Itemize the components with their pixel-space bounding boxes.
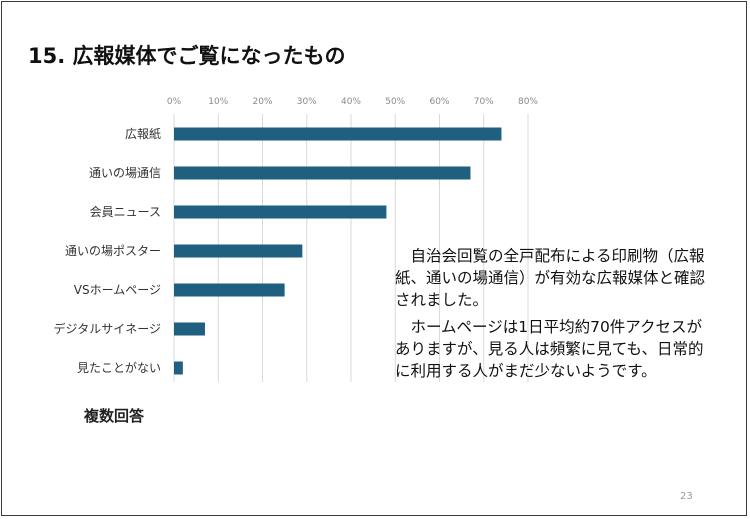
bar	[174, 283, 285, 297]
summary-textbox: 自治会回覧の全戸配布による印刷物（広報紙、通いの場通信）が有効な広報媒体と確認さ…	[395, 245, 707, 387]
category-label: VSホームページ	[74, 283, 161, 297]
category-label: 会員ニュース	[90, 205, 161, 219]
x-tick-label: 20%	[252, 97, 272, 107]
bar	[174, 205, 387, 219]
bar	[174, 166, 471, 180]
category-label: 通いの場ポスター	[65, 244, 161, 258]
x-tick-label: 0%	[167, 97, 182, 107]
bar	[174, 244, 303, 258]
category-label: デジタルサイネージ	[53, 321, 161, 336]
x-tick-label: 40%	[341, 97, 361, 107]
summary-paragraph-1: 自治会回覧の全戸配布による印刷物（広報紙、通いの場通信）が有効な広報媒体と確認さ…	[395, 247, 706, 309]
x-tick-label: 50%	[385, 97, 405, 107]
x-tick-label: 70%	[474, 97, 494, 107]
multiple-answer-note: 複数回答	[84, 407, 145, 425]
category-label: 通いの場通信	[89, 166, 161, 180]
category-label: 広報紙	[125, 126, 161, 141]
page-number: 23	[680, 491, 693, 502]
summary-paragraph-2: ホームページは1日平均約70件アクセスがありますが、見る人は頻繁に見ても、日常的…	[395, 318, 704, 380]
bar	[174, 322, 205, 336]
category-label: 見たことがない	[77, 360, 161, 375]
bar	[174, 127, 502, 141]
x-tick-label: 80%	[518, 97, 538, 107]
x-tick-label: 60%	[429, 97, 449, 107]
bar	[174, 361, 183, 375]
slide-title: 15. 広報媒体でご覧になったもの	[28, 44, 346, 68]
x-tick-label: 10%	[208, 97, 228, 107]
x-tick-label: 30%	[297, 97, 317, 107]
